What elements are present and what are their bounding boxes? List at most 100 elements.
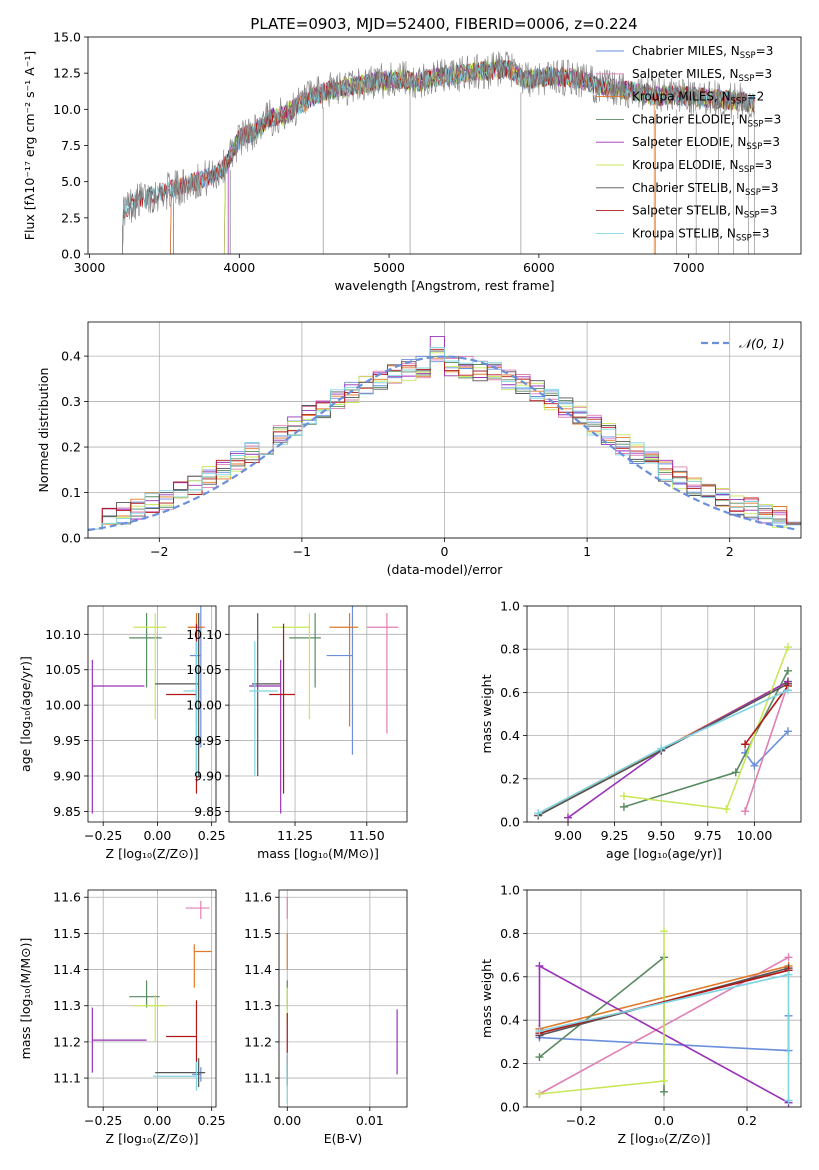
x-tick-label: 9.75 (694, 828, 722, 843)
legend-suffix: =3 (752, 226, 770, 240)
legend-suffix: =3 (756, 44, 774, 58)
y-tick-label: 10.00 (186, 698, 222, 713)
y-tick-label: 0.8 (500, 642, 520, 657)
gaussian-reference-line (88, 355, 799, 532)
y-axis-label: mass weight (479, 674, 494, 753)
y-axis-label: age [log₁₀(age/yr)] (18, 656, 33, 772)
residual-histogram (88, 347, 801, 530)
x-tick-label: 4000 (223, 260, 255, 275)
legend-label: Chabrier STELIB, NSSP=3 (632, 181, 779, 198)
x-tick-label: −0.2 (566, 1113, 596, 1128)
legend-subscript: SSP (745, 188, 761, 198)
model-spectrum-line (122, 59, 755, 254)
mass-weight-point (535, 961, 544, 970)
legend-subscript: SSP (748, 119, 764, 129)
mass-weight-point (783, 643, 792, 652)
y-tick-label: 9.85 (194, 804, 222, 819)
x-axis-label: Z [log₁₀(Z/Z⊙)] (106, 1131, 199, 1146)
plot-area (91, 606, 206, 814)
x-tick-label: 2 (726, 544, 734, 559)
figure-title: PLATE=0903, MJD=52400, FIBERID=0006, z=0… (250, 15, 637, 33)
panel-mass-vs-Z: −0.25 0.00 0.25 11.1 11.2 11.3 11.4 11.5 11.6 Z [… (18, 889, 226, 1146)
y-tick-label: 10.05 (186, 662, 222, 677)
y-tick-label: 5.0 (61, 174, 81, 189)
legend-subscript: SSP (746, 142, 762, 152)
mass-weight-point (534, 809, 543, 818)
y-tick-label: 1.0 (500, 599, 520, 614)
legend-suffix: =3 (762, 135, 780, 149)
y-axis-label: Flux [fλ10⁻¹⁷ erg cm⁻² s⁻¹ A⁻¹] (22, 51, 37, 240)
x-axis-label: mass [log₁₀(M/M⊙)] (257, 846, 379, 861)
mass-weight-point (784, 970, 793, 979)
plot-area (122, 51, 755, 254)
observed-spectrum-line (122, 51, 755, 254)
y-tick-label: 0.6 (500, 969, 520, 984)
x-tick-label: 0.2 (737, 1113, 757, 1128)
x-tick-label: 0.00 (144, 1113, 172, 1128)
legend-subscript: SSP (739, 74, 755, 84)
y-tick-label: 7.5 (61, 138, 81, 153)
mass-weight-point (660, 1076, 668, 1085)
panel-age-vs-Z: −0.25 0.00 0.25 9.85 9.90 9.95 10.00 10.05 10.10… (18, 605, 226, 861)
y-tick-label: 0.2 (500, 771, 520, 786)
y-axis-label: mass weight (479, 959, 494, 1038)
y-tick-label: 1.0 (500, 883, 520, 898)
plot-area (535, 927, 793, 1107)
y-tick-label: 0.3 (61, 394, 81, 409)
mass-weight-point (784, 953, 793, 962)
panel-residuals: −2 −1 0 1 2 0.0 0.1 0.2 0.3 0.4 (data-model)/error… (36, 321, 802, 577)
x-tick-label: 0.25 (198, 1113, 226, 1128)
panel-mass-vs-EBV: 0.00 0.01 11.1 11.2 11.3 11.4 11.5 11.6 E(B-V) (244, 889, 408, 1146)
x-tick-label: 7000 (673, 260, 705, 275)
panel-spectrum: 3000 4000 5000 6000 7000 0.0 2.5 5.0 7.5 10.0 12.5… (22, 30, 802, 293)
legend-suffix: =3 (764, 112, 782, 126)
legend-label: Chabrier ELODIE, NSSP=3 (632, 112, 781, 129)
mass-weight-point (731, 768, 740, 777)
legend-suffix: =2 (747, 90, 765, 104)
y-tick-label: 10.0 (53, 102, 81, 117)
y-tick-label: 0.4 (61, 349, 81, 364)
mass-weight-series (539, 969, 789, 1034)
y-tick-label: 0.4 (500, 1013, 520, 1028)
y-tick-label: 0.2 (61, 440, 81, 455)
mass-weight-point (783, 686, 792, 695)
y-axis-label: Normed distribution (36, 368, 51, 493)
panel-weight-vs-Z: −0.2 0.0 0.2 0.0 0.2 0.4 0.6 0.8 1.0 Z [log₁₀(Z/Z… (479, 883, 802, 1146)
y-tick-label: 9.95 (53, 733, 81, 748)
legend-subscript: SSP (739, 165, 755, 175)
y-tick-label: 0.4 (500, 728, 520, 743)
legend-label: Kroupa ELODIE, NSSP=3 (632, 158, 772, 175)
legend-label: Salpeter ELODIE, NSSP=3 (632, 135, 780, 152)
plot-area (88, 335, 801, 532)
mass-weight-series (744, 685, 789, 745)
y-tick-label: 11.6 (53, 890, 81, 905)
y-tick-label: 0.8 (500, 926, 520, 941)
x-tick-label: 9.50 (647, 828, 675, 843)
axes-frame (278, 889, 408, 1108)
y-tick-label: 12.5 (53, 66, 81, 81)
x-tick-label: 0.25 (198, 828, 226, 843)
y-tick-label: 11.1 (53, 1071, 81, 1086)
x-axis-label: age [log₁₀(age/yr)] (606, 846, 722, 861)
y-tick-label: 15.0 (53, 30, 81, 45)
y-axis-label: mass [log₁₀(M/M⊙)] (18, 938, 33, 1060)
x-tick-label: −1 (293, 544, 311, 559)
x-tick-label: 6000 (523, 260, 555, 275)
mass-weight-point (660, 1087, 668, 1096)
y-tick-label: 10.10 (45, 627, 81, 642)
mass-weight-point (741, 740, 750, 749)
x-tick-label: 10.00 (737, 828, 773, 843)
legend-subscript: SSP (736, 233, 752, 243)
x-tick-label: −0.25 (84, 1113, 122, 1128)
legend-subscript: SSP (740, 51, 756, 61)
legend-label: Salpeter STELIB, NSSP=3 (632, 204, 777, 221)
axes-frame (87, 36, 802, 255)
plot-area (534, 643, 792, 822)
x-axis-label: wavelength [Angstrom, rest frame] (334, 278, 554, 293)
y-tick-label: 11.4 (244, 962, 272, 977)
panel-weight-vs-age: 9.00 9.25 9.50 9.75 10.00 0.0 0.2 0.4 0.6 0.8 1.0 a… (479, 599, 802, 861)
y-tick-label: 0.1 (61, 485, 81, 500)
x-axis-label: Z [log₁₀(Z/Z⊙)] (106, 846, 199, 861)
legend-subscript: SSP (731, 97, 747, 107)
x-tick-label: 0.00 (273, 1113, 301, 1128)
